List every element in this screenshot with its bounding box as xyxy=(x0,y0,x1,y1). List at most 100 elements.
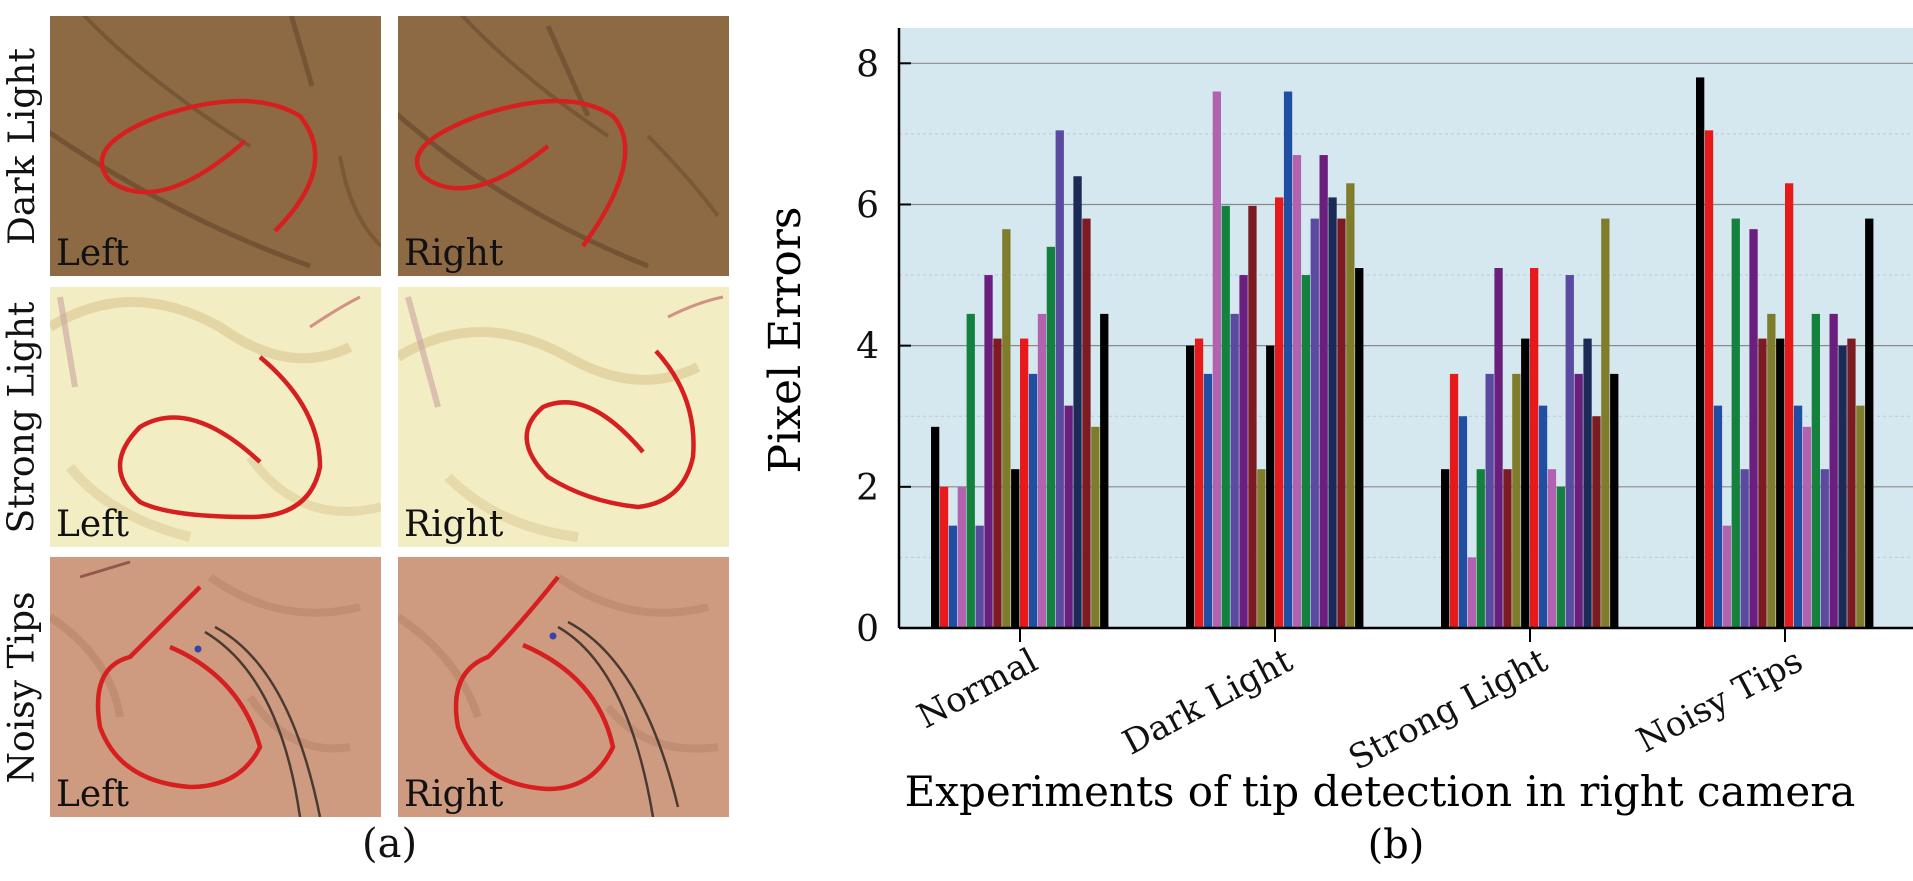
bar xyxy=(1458,416,1468,628)
bar xyxy=(1221,205,1230,628)
camera-label-left: Left xyxy=(56,504,130,545)
bar xyxy=(1767,313,1776,628)
bar xyxy=(1441,469,1450,628)
bar xyxy=(1292,155,1302,628)
bar xyxy=(1328,197,1337,628)
bar xyxy=(1547,469,1557,628)
bar xyxy=(1740,469,1749,628)
bar xyxy=(1856,405,1865,628)
photo-noisy-tips-left: Left xyxy=(50,557,381,817)
y-tick-label: 6 xyxy=(856,185,879,226)
bar xyxy=(1310,218,1319,628)
bar xyxy=(1203,373,1213,628)
bar xyxy=(1574,373,1583,628)
bar xyxy=(1811,313,1820,628)
bar xyxy=(1011,469,1020,628)
bar xyxy=(1212,91,1221,628)
x-tick-label: Strong Light xyxy=(1342,640,1554,778)
y-axis-label: Pixel Errors xyxy=(760,207,811,474)
bar xyxy=(1275,197,1284,628)
bar xyxy=(939,486,949,628)
photo-noisy-tips-right: Right xyxy=(398,557,729,817)
bar xyxy=(975,525,984,628)
bar xyxy=(1530,268,1539,628)
bar xyxy=(1346,183,1355,629)
bar xyxy=(1749,229,1758,628)
camera-label-left: Left xyxy=(56,774,130,815)
photo-strong-light-right: Right xyxy=(398,287,729,547)
bar xyxy=(1820,469,1829,628)
panel-b-caption: (b) xyxy=(1368,822,1425,868)
bar xyxy=(1002,229,1011,628)
bar xyxy=(1731,218,1740,628)
bar xyxy=(1283,91,1293,628)
photo-strong-light-left: Left xyxy=(50,287,381,547)
camera-label-right: Right xyxy=(404,774,504,815)
x-tick-label: Noisy Tips xyxy=(1630,641,1809,761)
bar xyxy=(1082,218,1091,628)
bar xyxy=(1704,130,1714,628)
row-label-strong-light: Strong Light xyxy=(0,287,44,547)
bar xyxy=(1785,183,1794,629)
bar xyxy=(1802,426,1812,628)
bar xyxy=(1592,416,1601,628)
bar xyxy=(1829,313,1838,628)
bar xyxy=(1776,338,1785,628)
y-tick-label: 2 xyxy=(856,468,879,509)
row-label-dark-light: Dark Light xyxy=(0,16,44,276)
axes xyxy=(897,28,1913,642)
bar xyxy=(1601,218,1610,628)
camera-label-left: Left xyxy=(56,233,130,274)
bar xyxy=(1696,77,1705,628)
camera-label-right: Right xyxy=(404,504,504,545)
camera-label-right: Right xyxy=(404,233,504,274)
bar xyxy=(1713,405,1723,628)
bar xyxy=(1091,426,1100,628)
bar xyxy=(1865,218,1874,628)
bar xyxy=(1355,268,1364,628)
bars xyxy=(931,77,1874,629)
bar xyxy=(1319,155,1328,628)
bar xyxy=(931,426,940,628)
bar xyxy=(1186,345,1195,628)
bar xyxy=(957,486,966,628)
bar xyxy=(1230,313,1239,628)
bar xyxy=(1266,345,1275,628)
bar xyxy=(1257,469,1266,628)
y-tick-label: 0 xyxy=(856,609,879,650)
bar xyxy=(1610,373,1619,628)
bar xyxy=(1556,486,1565,628)
bar xyxy=(1028,373,1038,628)
bar xyxy=(1538,405,1548,628)
bar xyxy=(1494,268,1503,628)
bar xyxy=(948,525,958,628)
bar xyxy=(966,313,975,628)
y-tick-label: 4 xyxy=(856,327,879,368)
bar xyxy=(1847,338,1856,628)
photo-dark-light-left: Left xyxy=(50,16,381,276)
bar xyxy=(1476,469,1485,628)
bar xyxy=(1248,205,1257,628)
bar xyxy=(1239,275,1248,628)
row-label-text: Dark Light xyxy=(1,47,43,245)
bar xyxy=(1722,525,1731,628)
bar xyxy=(1512,373,1521,628)
bar xyxy=(1337,218,1346,628)
bar xyxy=(1583,338,1592,628)
bar xyxy=(1064,405,1073,628)
bar xyxy=(1565,275,1574,628)
panel-a-image-grid: Dark Light Left Right Strong Light xyxy=(0,0,760,877)
bar xyxy=(1449,373,1459,628)
bar xyxy=(993,338,1002,628)
bar xyxy=(1467,557,1476,628)
bar xyxy=(1073,176,1082,629)
y-tick-label: 8 xyxy=(856,44,879,85)
bar xyxy=(1037,313,1047,628)
x-tick-label: Dark Light xyxy=(1116,640,1299,763)
x-axis-label: Experiments of tip detection in right ca… xyxy=(905,767,1856,816)
photo-dark-light-right: Right xyxy=(398,16,729,276)
row-label-text: Noisy Tips xyxy=(1,591,43,783)
bar xyxy=(1046,246,1055,628)
row-label-noisy-tips: Noisy Tips xyxy=(0,557,44,817)
panel-a-caption: (a) xyxy=(362,821,418,867)
